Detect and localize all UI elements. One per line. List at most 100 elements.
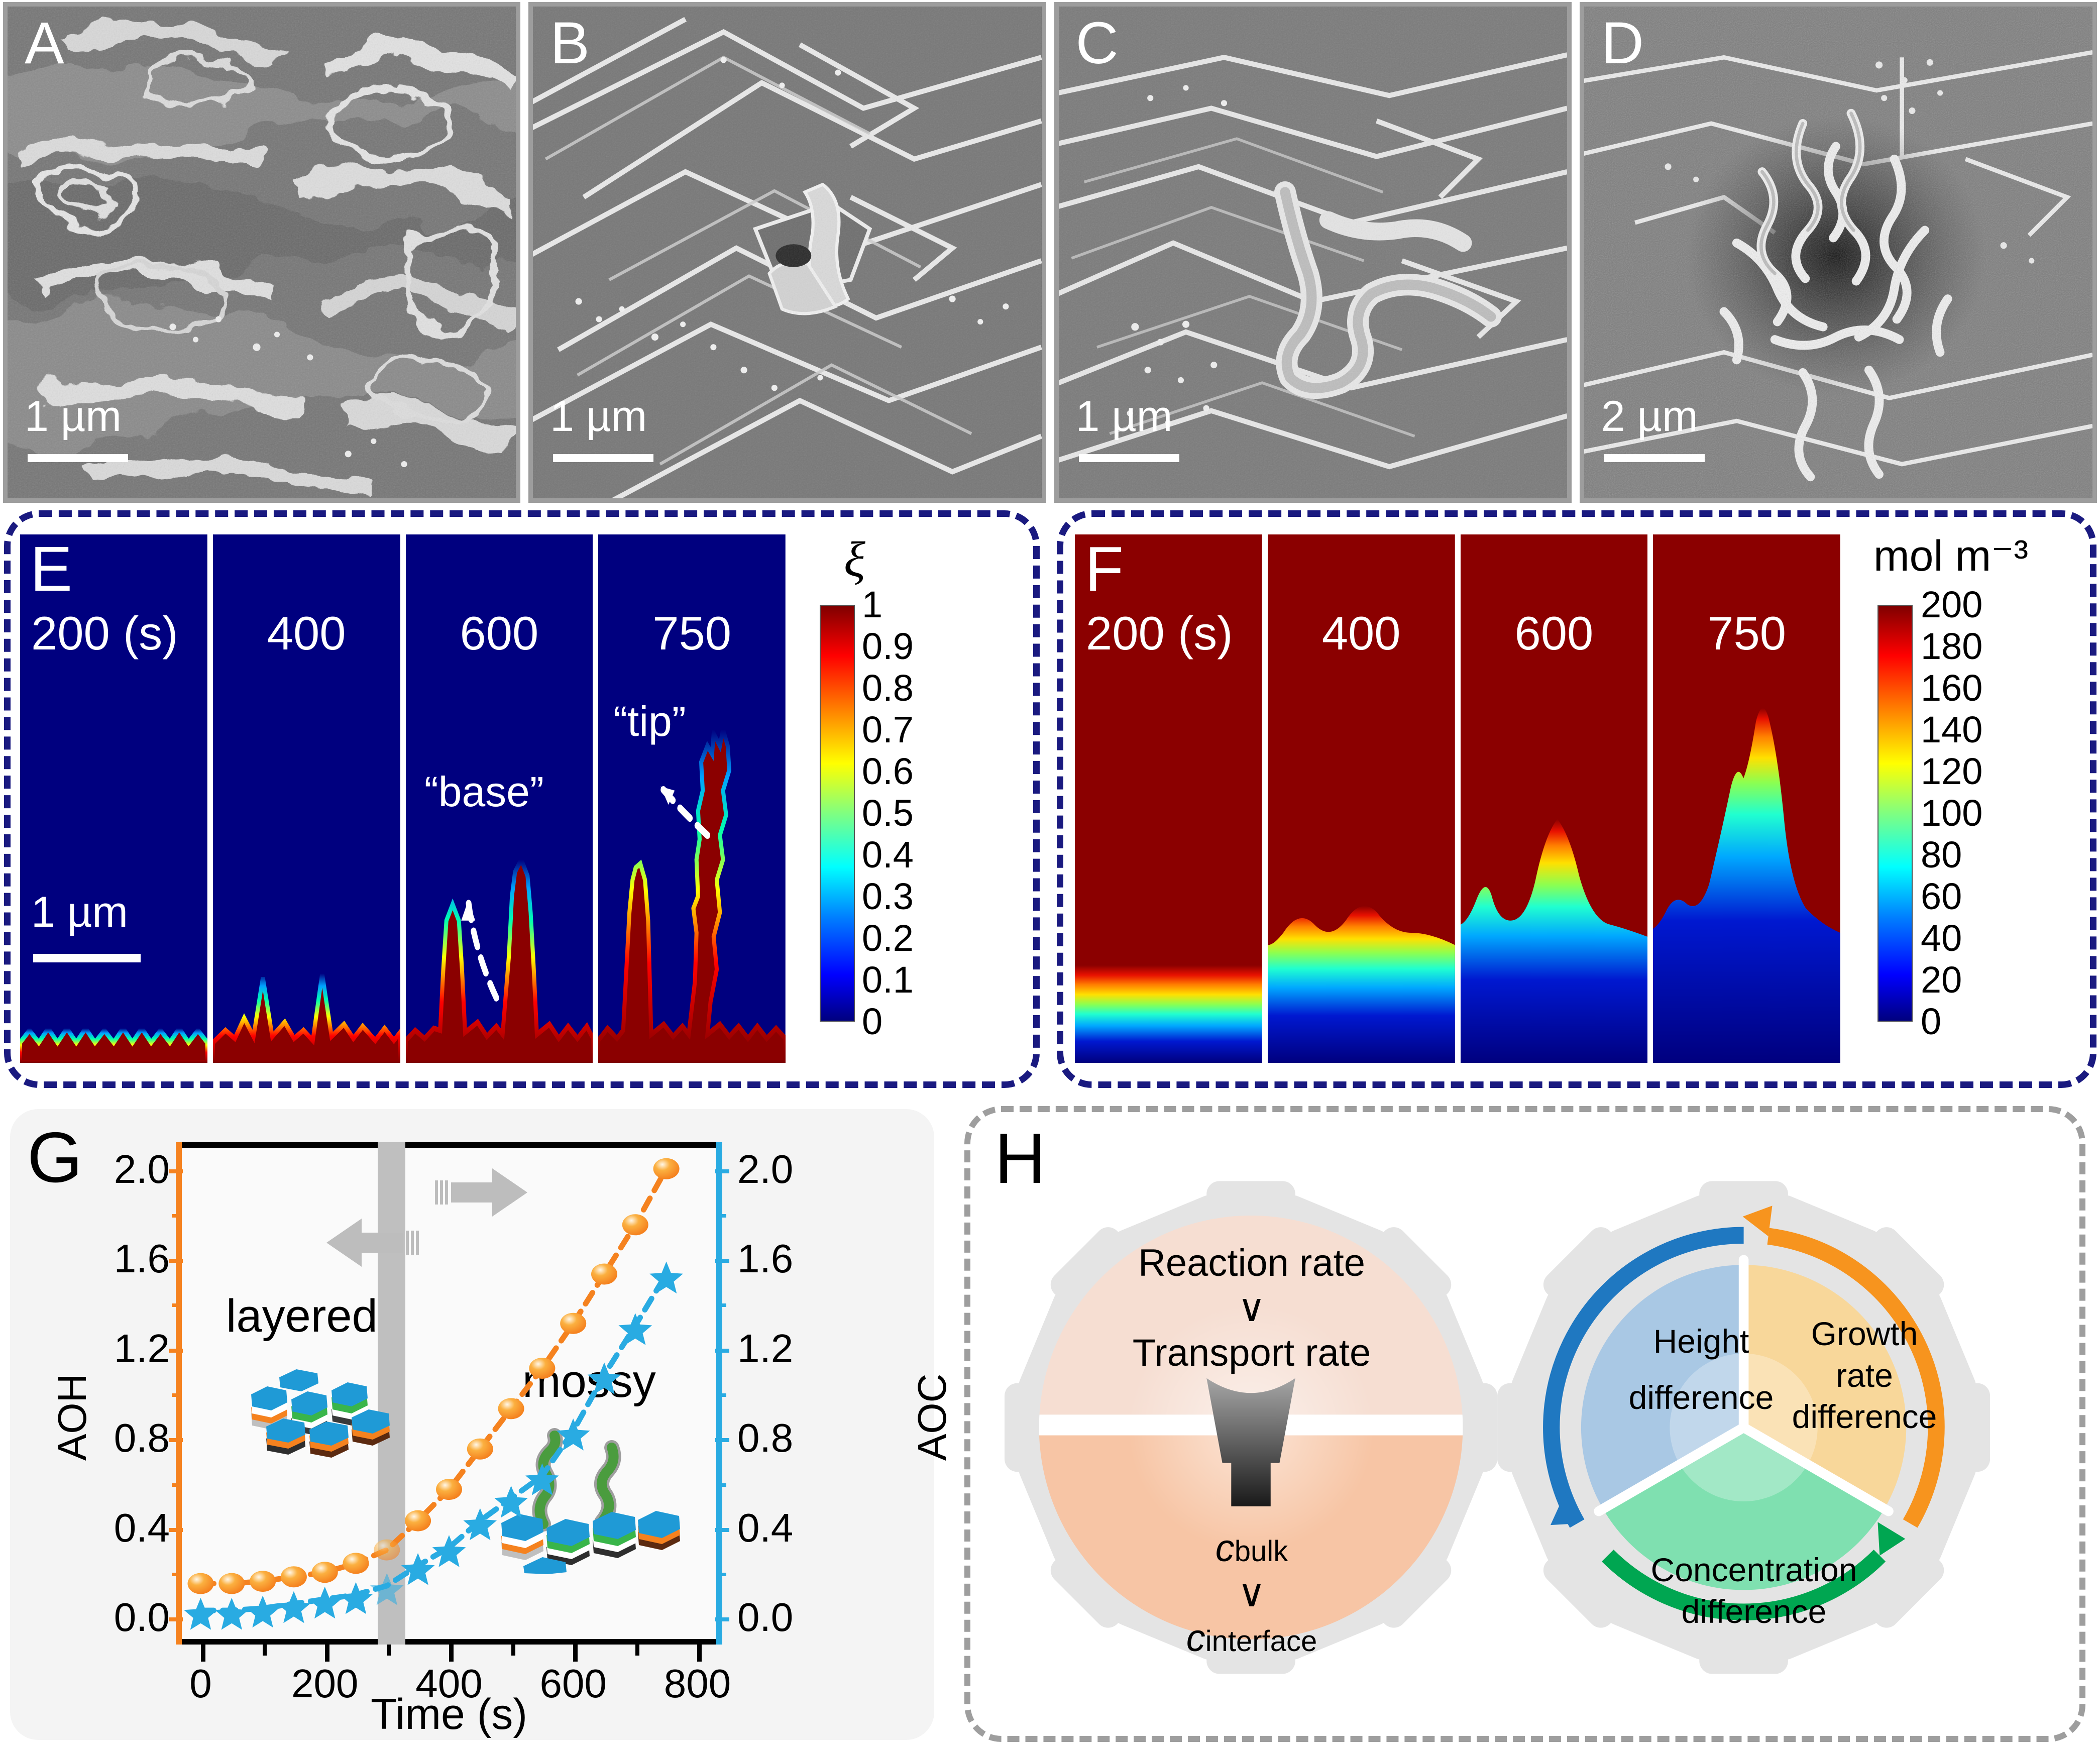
xtick-200	[324, 1645, 329, 1662]
concentration-label-line-2: difference	[1681, 1592, 1827, 1630]
sem-b-texture	[533, 7, 1042, 498]
panel-e-t600: 600 “base”	[405, 534, 593, 1063]
colorbar-e-title: ξ	[844, 531, 865, 587]
ytick-left-1.2	[169, 1348, 183, 1353]
panel-e-t750: 750 “tip”	[598, 534, 786, 1063]
panel-letter-f: F	[1085, 534, 1124, 604]
sem-panel-b: B 1 µm	[528, 2, 1046, 503]
colorbar-e-gradient	[820, 605, 855, 1022]
tip-arrow	[657, 783, 711, 839]
arrowhead-height	[1551, 1492, 1577, 1525]
cbe-tick-6: 0.4	[862, 834, 914, 876]
ylabel-right-4: 1.6	[737, 1236, 794, 1281]
panel-e-time-2: 600	[460, 607, 539, 660]
scale-label-c: 1 µm	[1075, 392, 1173, 441]
ylabel-right-0: 0.0	[737, 1595, 794, 1640]
wedge-concentration	[1603, 1427, 1885, 1590]
panel-e-dashed-border	[4, 510, 1040, 1088]
concentration-t750	[1653, 534, 1840, 1063]
sem-d-texture	[1584, 7, 2092, 498]
concentration-text: cbulk ∨ cinterface	[1096, 1526, 1407, 1661]
panel-f-t600: 600	[1460, 534, 1648, 1063]
phase-field-t750	[598, 534, 786, 1063]
ytick-left-minor-0.2	[172, 1573, 181, 1577]
arrow-right-mossy	[435, 1168, 527, 1217]
scale-bar-b	[553, 454, 654, 462]
panel-letter-a: A	[25, 10, 64, 76]
c-interface-line: cinterface	[1096, 1616, 1407, 1661]
panel-f-time-1: 400	[1321, 607, 1401, 660]
ytick-right-minor-0.2	[717, 1573, 726, 1577]
ylabel-right-3: 1.2	[737, 1326, 794, 1371]
ytick-left-0.4	[169, 1527, 183, 1532]
phase-field-t200	[20, 534, 207, 1063]
cbf-tick-10: 0	[1921, 1001, 1942, 1042]
panel-g-card: G AOH AOC Time (s)	[10, 1109, 954, 1740]
panel-h-graphics	[1005, 1181, 1991, 1674]
plot-frame-top	[176, 1142, 722, 1148]
sem-panel-d: D 2 µm	[1579, 2, 2097, 503]
annotation-base: “base”	[424, 768, 544, 815]
concentration-label-line-1: Concentration	[1650, 1551, 1857, 1588]
cbe-tick-7: 0.3	[862, 876, 914, 917]
xtick-800	[697, 1645, 702, 1662]
ytick-left-minor-1.0	[172, 1393, 181, 1397]
panel-e-time-1: 400	[267, 607, 346, 660]
xlabel-400: 400	[415, 1661, 483, 1706]
xlabel-0: 0	[189, 1661, 212, 1706]
scale-label-d: 2 µm	[1601, 392, 1698, 441]
ylabel-left-5: 2.0	[114, 1146, 170, 1191]
ytick-right-minor-1.0	[717, 1393, 726, 1397]
ylabel-right-5: 2.0	[737, 1146, 794, 1191]
panel-letter-d: D	[1601, 10, 1644, 76]
regime-arrows	[326, 1168, 527, 1267]
panel-letter-e: E	[30, 534, 73, 604]
y-axis-right-title: AOC	[910, 1373, 954, 1461]
cbf-tick-3: 140	[1921, 709, 1983, 750]
cbf-tick-7: 60	[1921, 876, 1962, 917]
colorbar-f-gradient	[1877, 605, 1913, 1022]
scale-label-a: 1 µm	[25, 392, 122, 441]
reaction-rate-line-1: Reaction rate	[1138, 1242, 1366, 1284]
growth-label-line-2: rate	[1836, 1356, 1893, 1394]
ytick-left-2.0	[169, 1169, 183, 1173]
ylabel-left-3: 1.2	[114, 1326, 170, 1371]
cbf-tick-2: 160	[1921, 667, 1983, 709]
panel-e-scale-bar	[33, 954, 141, 962]
panel-e-scale-label: 1 µm	[31, 888, 128, 936]
panel-g-plot-area: layered mossy	[169, 1142, 729, 1662]
annotation-tip: “tip”	[613, 698, 686, 745]
y-axis-left-title: AOH	[50, 1373, 94, 1461]
ytick-left-1.6	[169, 1259, 183, 1263]
cbf-tick-1: 180	[1921, 625, 1983, 667]
xtick-0	[200, 1645, 205, 1662]
ytick-right-minor-0.6	[717, 1483, 726, 1487]
ylabel-left-2: 0.8	[114, 1415, 170, 1461]
arrow-left-layered	[326, 1219, 419, 1267]
reaction-rate-text: Reaction rate ∨ Transport rate	[1096, 1241, 1407, 1376]
colorbar-f-title: mol m⁻³	[1873, 532, 2029, 580]
growth-label-line-3: difference	[1792, 1398, 1937, 1435]
ylabel-right-1: 0.4	[737, 1505, 794, 1550]
cbe-tick-1: 0.9	[862, 625, 914, 667]
cbe-tick-8: 0.2	[862, 917, 914, 959]
simulation-row: E 200 (s) 1 µm 400 600 “base”	[0, 508, 2100, 1091]
sem-image-row: A 1 µm	[0, 0, 2100, 505]
panel-e-colorbar: ξ 1 0.9 0.8 0.7 0.6 0.5 0.4 0.3 0.2 0.1 …	[812, 534, 1023, 1063]
aoc-line	[198, 1271, 670, 1613]
height-label-line-1: Height	[1653, 1323, 1749, 1360]
panel-f-time-0: 200 (s)	[1086, 607, 1233, 660]
cycle-diagram	[1543, 1206, 1945, 1620]
ytick-left-minor-1.8	[172, 1214, 181, 1218]
concentration-t400	[1267, 534, 1455, 1063]
reaction-rate-line-3: Transport rate	[1132, 1332, 1371, 1375]
ytick-right-minor-1.8	[717, 1214, 726, 1218]
panel-f-t750: 750	[1653, 534, 1840, 1063]
hex-stack	[251, 1369, 390, 1458]
c-bulk-line: cbulk	[1096, 1526, 1407, 1571]
aoh-line	[198, 1166, 670, 1587]
aoc-markers	[184, 1261, 683, 1630]
layered-crystal-icon	[251, 1369, 390, 1458]
ytick-right-2.0	[715, 1169, 729, 1173]
